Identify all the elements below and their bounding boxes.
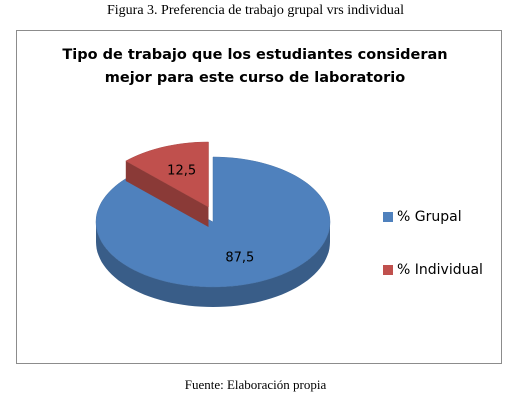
data-label: 12,5	[167, 163, 196, 178]
data-label: 87,5	[225, 251, 254, 266]
chart-frame	[16, 30, 502, 364]
chart-title: Tipo de trabajo que los estudiantes cons…	[62, 47, 448, 86]
figure-caption: Figura 3. Preferencia de trabajo grupal …	[106, 3, 404, 18]
legend-label: % Grupal	[397, 209, 462, 225]
legend-label: % Individual	[397, 262, 483, 278]
slice-side	[96, 222, 330, 307]
slice-side	[125, 161, 209, 227]
figure-source: Fuente: Elaboración propia	[184, 377, 327, 392]
slice	[125, 141, 209, 208]
legend-swatch	[383, 212, 393, 222]
legend-swatch	[383, 265, 393, 275]
